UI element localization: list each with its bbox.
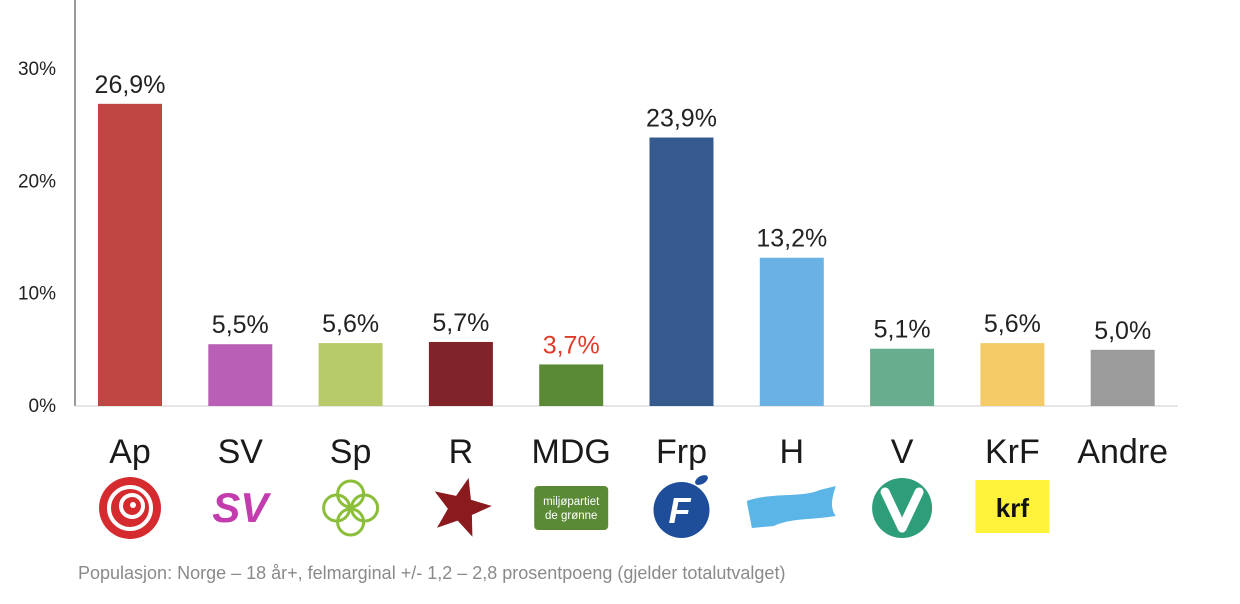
svg-text:F: F <box>669 490 692 531</box>
v-circle-icon <box>872 478 933 538</box>
svg-text:miljøpartiet: miljøpartiet <box>543 496 600 508</box>
value-label-h: 13,2% <box>756 225 827 253</box>
category-label-frp: Frp <box>656 433 707 471</box>
category-label-sp: Sp <box>330 433 372 471</box>
value-label-ap: 26,9% <box>95 71 166 99</box>
frp-apple-icon: F <box>653 475 710 538</box>
value-label-andre: 5,0% <box>1094 317 1151 345</box>
rose-icon <box>99 477 161 539</box>
value-label-krf: 5,6% <box>984 310 1041 338</box>
y-tick-label: 20% <box>18 171 56 192</box>
category-label-mdg: MDG <box>532 433 611 471</box>
bar-v <box>870 348 935 406</box>
mdg-logo-icon: miljøpartiet de grønne <box>534 486 609 530</box>
category-label-krf: KrF <box>985 433 1040 471</box>
h-banner-icon <box>746 486 836 528</box>
krf-logo-icon: krf <box>975 480 1050 533</box>
value-label-v: 5,1% <box>874 316 931 344</box>
y-tick-label: 10% <box>18 284 56 305</box>
y-tick-label: 0% <box>29 396 57 417</box>
red-star-icon <box>434 478 492 537</box>
bar-andre <box>1090 349 1155 406</box>
value-label-frp: 23,9% <box>646 105 717 133</box>
footnote: Populasjon: Norge – 18 år+, felmarginal … <box>78 563 786 583</box>
bar-frp <box>649 137 714 407</box>
category-label-ap: Ap <box>109 433 151 471</box>
category-label-sv: SV <box>218 433 264 471</box>
value-label-sp: 5,6% <box>322 310 379 338</box>
bar-h <box>759 257 824 406</box>
svg-text:krf: krf <box>996 493 1030 523</box>
value-label-mdg: 3,7% <box>543 331 600 359</box>
svg-text:SV: SV <box>212 484 271 531</box>
bar-sp <box>318 343 383 406</box>
sv-logo-icon: SV <box>212 484 271 531</box>
bar-r <box>428 341 493 406</box>
bar-ap <box>98 103 162 406</box>
category-label-andre: Andre <box>1077 433 1168 471</box>
bar-krf <box>980 343 1045 406</box>
clover-icon <box>322 479 380 537</box>
y-tick-label: 30% <box>18 59 56 80</box>
category-label-h: H <box>780 433 805 471</box>
svg-text:de grønne: de grønne <box>545 510 597 522</box>
value-label-r: 5,7% <box>432 309 489 337</box>
bar-sv <box>208 344 273 406</box>
category-label-r: R <box>449 433 474 471</box>
category-label-v: V <box>891 433 914 471</box>
bar-mdg <box>539 364 604 406</box>
value-label-sv: 5,5% <box>212 311 269 339</box>
